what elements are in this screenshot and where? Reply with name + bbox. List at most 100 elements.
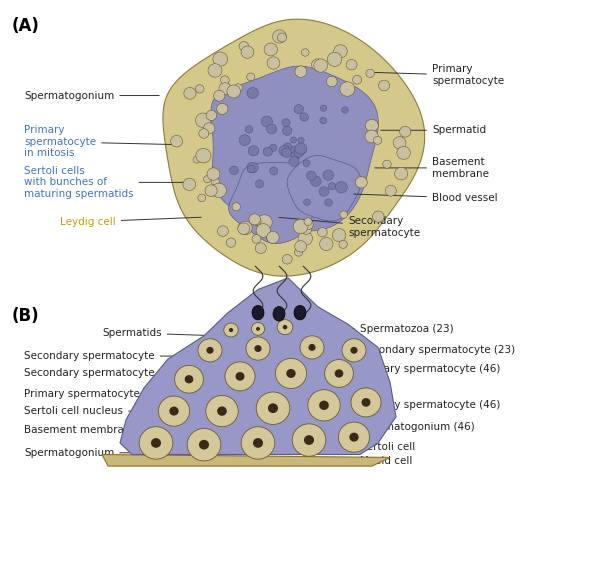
Circle shape: [283, 143, 292, 151]
Circle shape: [295, 241, 307, 252]
Text: Secondary
spermatocyte: Secondary spermatocyte: [279, 216, 420, 238]
Circle shape: [211, 177, 219, 185]
Circle shape: [353, 75, 362, 84]
Circle shape: [214, 90, 225, 101]
Circle shape: [290, 137, 296, 143]
Circle shape: [304, 435, 314, 445]
Circle shape: [355, 177, 367, 188]
Circle shape: [325, 199, 332, 206]
Circle shape: [294, 105, 304, 113]
Text: Leydig cell: Leydig cell: [60, 217, 201, 227]
Circle shape: [373, 136, 382, 144]
Polygon shape: [120, 278, 396, 455]
Circle shape: [208, 64, 222, 77]
Circle shape: [225, 362, 255, 391]
Text: Secondary spermatocyte (23): Secondary spermatocyte (23): [339, 345, 515, 356]
Circle shape: [217, 226, 229, 236]
Circle shape: [170, 135, 182, 147]
Circle shape: [320, 237, 333, 251]
Circle shape: [245, 126, 253, 133]
Circle shape: [224, 323, 238, 337]
Text: Spermatozoa (23): Spermatozoa (23): [315, 324, 454, 334]
Circle shape: [395, 167, 408, 180]
Circle shape: [361, 398, 371, 406]
Circle shape: [319, 187, 329, 196]
Circle shape: [246, 337, 270, 360]
Polygon shape: [287, 155, 361, 221]
Circle shape: [256, 223, 271, 237]
Circle shape: [227, 85, 241, 98]
Text: Basement
membrane: Basement membrane: [375, 157, 489, 179]
Circle shape: [311, 59, 323, 71]
Circle shape: [304, 218, 312, 226]
Circle shape: [251, 323, 265, 335]
Circle shape: [206, 347, 214, 354]
Text: Spermatogonium: Spermatogonium: [24, 90, 159, 101]
Circle shape: [314, 59, 328, 72]
Circle shape: [206, 395, 238, 427]
Circle shape: [220, 76, 229, 85]
Text: Spermatogonium: Spermatogonium: [24, 448, 174, 458]
Ellipse shape: [273, 307, 285, 321]
Circle shape: [217, 104, 228, 114]
Circle shape: [206, 110, 217, 120]
Circle shape: [342, 339, 366, 362]
Circle shape: [275, 358, 307, 389]
Circle shape: [292, 424, 326, 456]
Circle shape: [269, 167, 278, 175]
Circle shape: [298, 137, 304, 144]
Circle shape: [282, 119, 290, 127]
Polygon shape: [211, 66, 378, 231]
Text: Secondary spermatocyte: Secondary spermatocyte: [24, 368, 189, 379]
Circle shape: [308, 390, 340, 421]
Circle shape: [307, 171, 316, 180]
Circle shape: [298, 232, 313, 245]
Circle shape: [326, 76, 337, 87]
Circle shape: [241, 427, 275, 459]
Circle shape: [282, 255, 292, 264]
Circle shape: [261, 116, 272, 127]
Circle shape: [196, 85, 204, 93]
Circle shape: [283, 126, 292, 135]
Circle shape: [286, 369, 296, 378]
Text: Primary
spermatocyte: Primary spermatocyte: [375, 64, 504, 86]
Text: Myoid cell: Myoid cell: [291, 456, 412, 467]
Circle shape: [256, 180, 263, 188]
Circle shape: [187, 428, 221, 461]
Ellipse shape: [294, 306, 306, 320]
Text: Spermatid: Spermatid: [381, 125, 486, 135]
Circle shape: [226, 238, 236, 247]
Circle shape: [239, 135, 250, 145]
Circle shape: [319, 401, 329, 410]
Circle shape: [257, 215, 272, 230]
Circle shape: [205, 185, 217, 197]
Text: Primary spermatocyte (46): Primary spermatocyte (46): [351, 400, 500, 411]
Circle shape: [196, 113, 211, 127]
Text: Sertoli cells
with bunches of
maturing spermatids: Sertoli cells with bunches of maturing s…: [24, 166, 183, 199]
Circle shape: [385, 185, 397, 196]
Circle shape: [323, 170, 334, 181]
Circle shape: [279, 145, 290, 156]
Circle shape: [332, 229, 346, 241]
Circle shape: [198, 339, 222, 362]
Circle shape: [291, 152, 300, 160]
Circle shape: [264, 43, 277, 56]
Circle shape: [169, 406, 179, 416]
Circle shape: [266, 124, 277, 134]
Text: Sertoli cell nucleus: Sertoli cell nucleus: [24, 406, 189, 416]
Circle shape: [400, 126, 411, 137]
Circle shape: [351, 388, 381, 417]
Circle shape: [269, 144, 277, 151]
Circle shape: [277, 33, 287, 42]
Circle shape: [325, 360, 353, 387]
Ellipse shape: [252, 306, 264, 320]
Circle shape: [139, 427, 173, 459]
Circle shape: [320, 117, 326, 124]
Circle shape: [393, 137, 406, 149]
Circle shape: [185, 375, 193, 383]
Circle shape: [397, 146, 410, 159]
Circle shape: [247, 87, 259, 98]
Circle shape: [248, 146, 259, 156]
Circle shape: [366, 69, 374, 78]
Text: (B): (B): [12, 307, 40, 325]
